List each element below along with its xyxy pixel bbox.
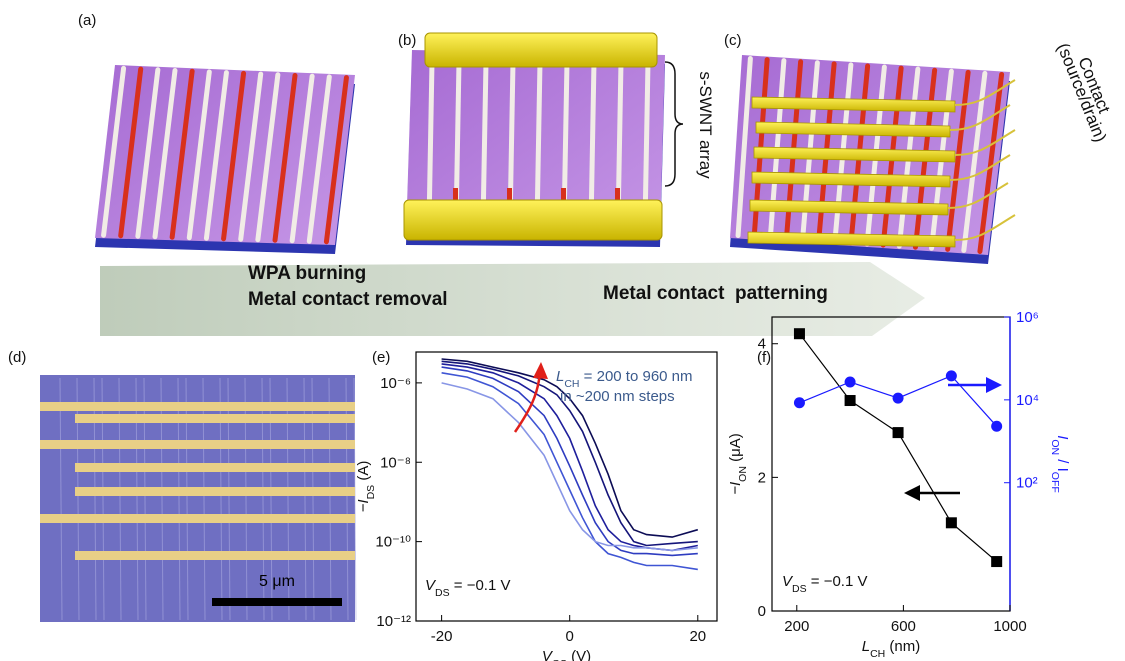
plot-frame bbox=[772, 317, 1010, 611]
tube-stub bbox=[507, 188, 512, 200]
marker bbox=[946, 370, 957, 381]
label-part: −I bbox=[355, 499, 372, 512]
brace bbox=[665, 62, 683, 186]
annotation: LCH = 200 to 960 nm bbox=[556, 368, 693, 390]
sem-electrode bbox=[75, 463, 355, 472]
y-tick-label: 0 bbox=[758, 603, 766, 620]
label-part: L bbox=[862, 638, 870, 655]
label-part: DS bbox=[365, 485, 377, 500]
step1-line1: WPA burning bbox=[248, 263, 366, 284]
scale-bar bbox=[212, 598, 342, 606]
label-part: OFF bbox=[1049, 472, 1061, 493]
series-line bbox=[800, 334, 997, 562]
sem-electrode bbox=[40, 402, 355, 411]
y-tick-label: 10⁻⁸ bbox=[380, 454, 411, 471]
y-tick-label: 2 bbox=[758, 469, 766, 486]
label-part: L bbox=[556, 368, 564, 385]
label-part: DS bbox=[792, 583, 807, 595]
marker bbox=[893, 393, 904, 404]
y2-tick-label: 10⁴ bbox=[1016, 392, 1039, 409]
scale-bar-label: 5 μm bbox=[259, 573, 295, 590]
panel-label: (d) bbox=[8, 349, 26, 366]
y-tick-label: 10⁻¹⁰ bbox=[375, 534, 411, 551]
marker bbox=[794, 328, 805, 339]
label-part: (μA) bbox=[727, 433, 744, 466]
charts: -2002010⁻¹²10⁻¹⁰10⁻⁸10⁻⁶VGS (V)−IDS (A)L… bbox=[355, 309, 1071, 661]
x-tick-label: 1000 bbox=[993, 618, 1026, 635]
label-part: (V) bbox=[567, 648, 591, 661]
label-part: in ~200 nm steps bbox=[560, 388, 675, 405]
array-label: s-SWNT array bbox=[696, 71, 715, 179]
label-part: = −0.1 V bbox=[450, 577, 511, 594]
marker bbox=[794, 397, 805, 408]
label-part: = 200 to 960 nm bbox=[580, 368, 693, 385]
sem-image: 5 μm bbox=[40, 375, 356, 622]
contact-pad bbox=[404, 200, 662, 240]
x-tick-label: -20 bbox=[431, 628, 453, 645]
panel-label: (b) bbox=[398, 32, 416, 49]
label-part: / I bbox=[1054, 455, 1071, 472]
label-part: DS bbox=[435, 587, 450, 599]
illustrations bbox=[95, 33, 1015, 264]
y2-tick-label: 10⁶ bbox=[1016, 309, 1039, 326]
y2-axis-label: ION / IOFF bbox=[1049, 435, 1071, 493]
marker bbox=[845, 376, 856, 387]
y-tick-label: 10⁻⁶ bbox=[380, 375, 411, 392]
x-axis-label: LCH (nm) bbox=[862, 638, 921, 660]
panel-label: (c) bbox=[724, 32, 742, 49]
annotation: in ~200 nm steps bbox=[560, 388, 675, 405]
marker bbox=[845, 395, 856, 406]
label-part: = −0.1 V bbox=[807, 573, 868, 590]
x-axis-label: VGS (V) bbox=[542, 648, 591, 661]
annotation: VDS = −0.1 V bbox=[782, 573, 868, 595]
marker bbox=[893, 427, 904, 438]
marker bbox=[991, 556, 1002, 567]
y-tick-label: 4 bbox=[758, 336, 766, 353]
y-axis-label: −IDS (A) bbox=[355, 461, 377, 513]
figure: WPA burning Metal contact removal Metal … bbox=[0, 0, 1125, 661]
sem-electrode bbox=[40, 440, 355, 449]
step1-line2: Metal contact removal bbox=[248, 289, 448, 310]
contact-pad bbox=[425, 33, 657, 67]
marker bbox=[991, 421, 1002, 432]
annotation: VDS = −0.1 V bbox=[425, 577, 511, 599]
step2-label: Metal contact patterning bbox=[603, 283, 828, 304]
label-part: ON bbox=[1049, 439, 1061, 455]
marker bbox=[946, 517, 957, 528]
y-axis-label: −ION (μA) bbox=[727, 433, 749, 495]
panel-label: (a) bbox=[78, 12, 96, 29]
trend-arrow-head bbox=[533, 362, 548, 379]
sem-electrode bbox=[75, 551, 355, 560]
label-part: ON bbox=[737, 466, 749, 482]
tube-stub bbox=[561, 188, 566, 200]
x-tick-label: 0 bbox=[566, 628, 574, 645]
y2-tick-label: 10² bbox=[1016, 475, 1038, 492]
label-part: (nm) bbox=[885, 638, 920, 655]
y-tick-label: 10⁻¹² bbox=[376, 613, 411, 630]
x-tick-label: 20 bbox=[689, 628, 706, 645]
sem-electrode bbox=[75, 487, 355, 496]
tube-stub bbox=[615, 188, 620, 200]
axis-arrow-head bbox=[904, 485, 920, 501]
label-part: (A) bbox=[355, 461, 372, 485]
x-tick-label: 200 bbox=[784, 618, 809, 635]
sem-background bbox=[40, 375, 355, 622]
label-part: −I bbox=[727, 482, 744, 495]
sem-electrode bbox=[75, 414, 355, 423]
tube-stub bbox=[453, 188, 458, 200]
label-part: CH bbox=[870, 648, 885, 660]
panel-label: (e) bbox=[372, 349, 390, 366]
sem-electrode bbox=[40, 514, 355, 523]
x-tick-label: 600 bbox=[891, 618, 916, 635]
axis-arrow-head bbox=[986, 377, 1002, 393]
